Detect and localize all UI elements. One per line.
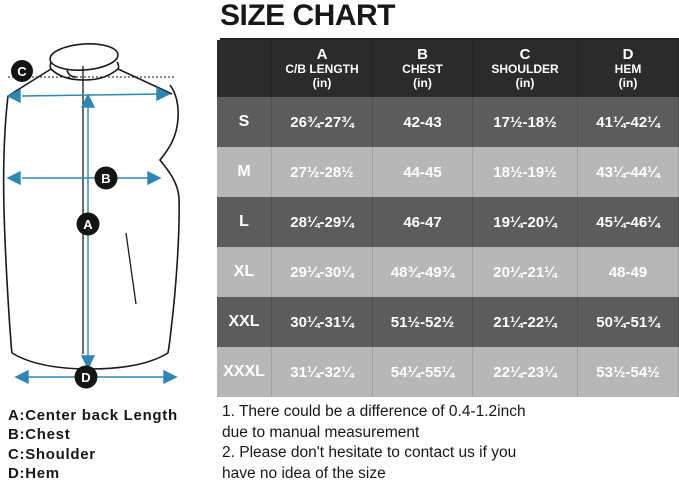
svg-text:D: D — [81, 370, 90, 385]
svg-text:B: B — [101, 171, 110, 186]
svg-text:A: A — [83, 217, 93, 232]
svg-text:C: C — [17, 64, 27, 79]
